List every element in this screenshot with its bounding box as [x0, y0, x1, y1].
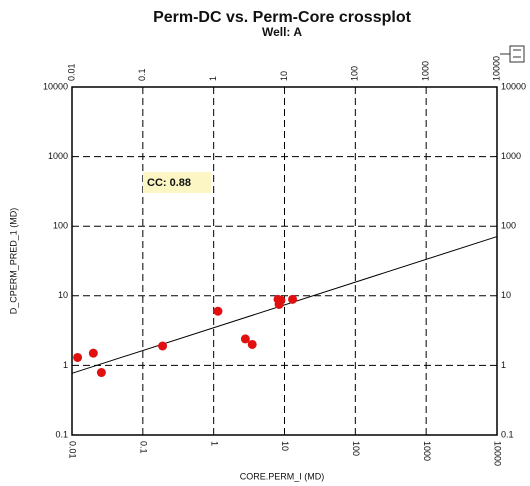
- y-tick-label-right: 100: [501, 221, 516, 231]
- x-tick-label-top: 1: [208, 76, 218, 81]
- x-tick-label: 0.01: [68, 441, 78, 459]
- chart-subtitle: Well: A: [262, 25, 302, 39]
- point: [276, 295, 286, 305]
- trend-line: [71, 236, 498, 374]
- x-tick-label: 10000: [493, 441, 503, 466]
- y-tick-label: 1000: [48, 151, 68, 161]
- point: [213, 306, 223, 316]
- y-tick-label-right: 10: [501, 290, 511, 300]
- point: [288, 294, 298, 304]
- y-tick-label: 10: [58, 290, 68, 300]
- y-tick-label-right: 1000: [501, 151, 521, 161]
- plot-frame: [71, 86, 498, 436]
- point: [247, 339, 257, 349]
- y-tick-label-right: 10000: [501, 81, 526, 91]
- point: [240, 334, 250, 344]
- x-tick-label: 100: [351, 441, 361, 456]
- point: [96, 368, 106, 378]
- y-tick-label-right: 0.1: [501, 429, 514, 439]
- point: [73, 352, 83, 362]
- x-axis-label: CORE.PERM_I (MD): [240, 471, 325, 481]
- chart-title: Perm-DC vs. Perm-Core crossplot: [153, 9, 412, 26]
- x-tick-label-top: 100: [350, 66, 360, 81]
- y-tick-label: 1: [63, 360, 68, 370]
- x-tick-label: 1000: [422, 441, 432, 461]
- toolbar-icon[interactable]: [500, 45, 525, 63]
- y-tick-label: 0.1: [55, 429, 68, 439]
- y-tick-label: 100: [53, 221, 68, 231]
- annotation: CC: 0.88: [147, 177, 191, 189]
- x-tick-label-top: 1000: [421, 61, 431, 81]
- y-tick-label-right: 1: [501, 360, 506, 370]
- x-tick-label-top: 10: [279, 71, 289, 81]
- point: [158, 341, 168, 351]
- x-tick-label-top: 0.01: [66, 63, 76, 81]
- x-tick-label: 10: [280, 441, 290, 451]
- x-tick-label-top: 10000: [491, 56, 501, 81]
- point: [88, 348, 98, 358]
- x-tick-label: 0.1: [138, 441, 148, 454]
- annotation-box: [143, 172, 211, 193]
- y-tick-label: 10000: [43, 81, 68, 91]
- x-tick-label: 1: [209, 441, 219, 446]
- y-axis-label: D_CPERM_PRED_1 (MD): [8, 208, 18, 315]
- x-tick-label-top: 0.1: [137, 68, 147, 81]
